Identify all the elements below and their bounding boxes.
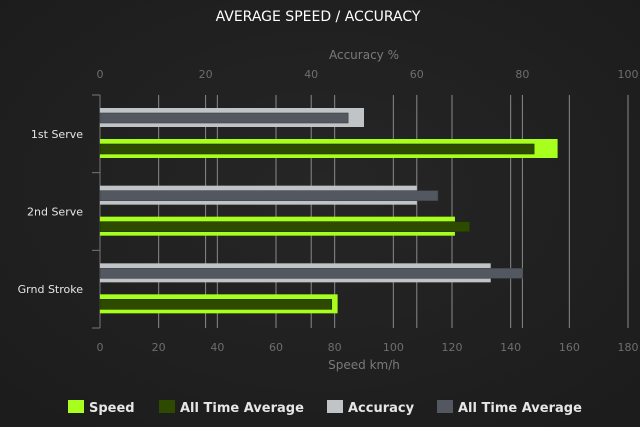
top-axis-label: Accuracy % xyxy=(329,48,399,62)
speed-average-bar xyxy=(99,299,333,310)
accuracy-tick-label: 40 xyxy=(304,68,318,81)
speed-average-bar xyxy=(99,221,470,232)
accuracy-tick-label: 20 xyxy=(199,68,213,81)
speed-tick-label: 60 xyxy=(269,341,283,354)
bottom-axis-label: Speed km/h xyxy=(328,358,400,372)
legend-label: Speed xyxy=(89,401,135,416)
speed-tick-label: 20 xyxy=(152,341,166,354)
speed-tick-label: 40 xyxy=(210,341,224,354)
speed-tick-label: 120 xyxy=(442,341,463,354)
chart-title: AVERAGE SPEED / ACCURACY xyxy=(216,9,421,25)
legend-label: All Time Average xyxy=(458,401,582,416)
legend-label: All Time Average xyxy=(180,401,304,416)
speed-tick-label: 80 xyxy=(328,341,342,354)
speed-average-bar xyxy=(99,143,535,155)
speed-tick-label: 100 xyxy=(383,341,404,354)
speed-tick-label: 180 xyxy=(618,341,639,354)
accuracy-tick-label: 80 xyxy=(515,68,529,81)
accuracy-average-bar xyxy=(99,112,349,124)
legend-label: Accuracy xyxy=(348,401,415,416)
legend-swatch xyxy=(437,400,453,413)
speed-tick-label: 160 xyxy=(559,341,580,354)
accuracy-tick-label: 0 xyxy=(97,68,104,81)
category-label: 1st Serve xyxy=(31,128,83,141)
accuracy-average-bar xyxy=(99,190,439,201)
accuracy-average-bar xyxy=(99,268,523,279)
category-label: 2nd Serve xyxy=(27,206,83,219)
accuracy-tick-label: 100 xyxy=(618,68,639,81)
legend-swatch xyxy=(159,400,175,413)
accuracy-tick-label: 60 xyxy=(410,68,424,81)
legend-swatch xyxy=(68,400,84,413)
legend-swatch xyxy=(327,400,343,413)
speed-tick-label: 140 xyxy=(500,341,521,354)
category-label: Grnd Stroke xyxy=(18,283,84,296)
speed-tick-label: 0 xyxy=(97,341,104,354)
